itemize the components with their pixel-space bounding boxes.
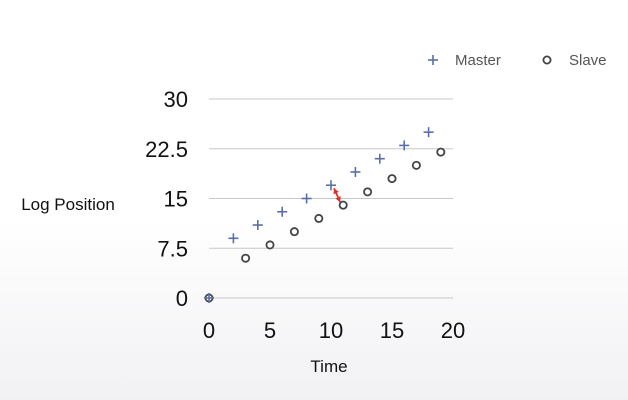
legend-label-slave: Slave [569,52,607,69]
master-point [301,193,312,204]
slave-point [241,253,251,263]
x-axis-title: Time [310,357,347,376]
slave-point [265,240,275,250]
x-tick-label: 10 [319,318,343,343]
y-tick-label: 7.5 [157,236,188,261]
master-point [228,233,239,244]
x-axis-ticks: 0 5 10 15 20 [203,318,465,343]
lag-arrow-head [333,188,339,195]
x-tick-label: 5 [264,318,276,343]
slave-point [289,227,299,237]
data-points [204,127,446,303]
y-tick-label: 22.5 [145,137,188,162]
x-tick-label: 15 [380,318,404,343]
x-tick-label: 0 [203,318,215,343]
slave-point [338,200,348,210]
master-point [277,206,288,217]
legend-label-master: Master [455,52,501,69]
y-axis-title: Log Position [21,195,115,214]
slave-point [411,160,421,170]
y-tick-label: 30 [164,87,188,112]
legend: Master Slave [428,52,607,69]
y-tick-label: 15 [164,187,188,212]
master-point [423,127,434,138]
master-point [252,220,263,231]
legend-slave-marker [542,55,552,65]
slave-point [314,213,324,223]
lag-arrow-head [335,196,341,203]
grid-lines [209,98,453,299]
slave-point [436,147,446,157]
master-point [350,166,361,177]
master-point [374,153,385,164]
master-point [399,140,410,151]
slave-point [387,174,397,184]
legend-master-marker [428,55,438,65]
lag-annotation [333,187,342,203]
y-tick-label: 0 [176,286,188,311]
slave-point [363,187,373,197]
master-point [326,180,336,191]
y-axis-ticks: 0 7.5 15 22.5 30 [145,87,188,311]
x-tick-label: 20 [441,318,465,343]
master-point [204,293,214,303]
